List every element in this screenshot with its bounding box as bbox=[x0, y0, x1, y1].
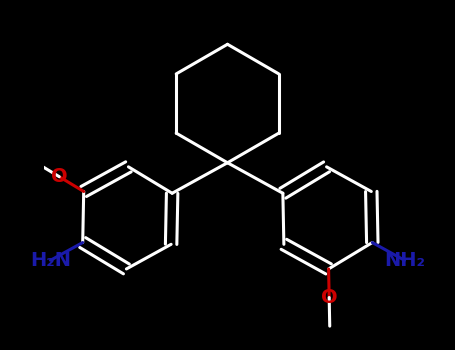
Text: O: O bbox=[321, 288, 338, 307]
Text: H₂N: H₂N bbox=[30, 251, 71, 270]
Text: O: O bbox=[51, 167, 67, 186]
Text: NH₂: NH₂ bbox=[384, 251, 425, 270]
